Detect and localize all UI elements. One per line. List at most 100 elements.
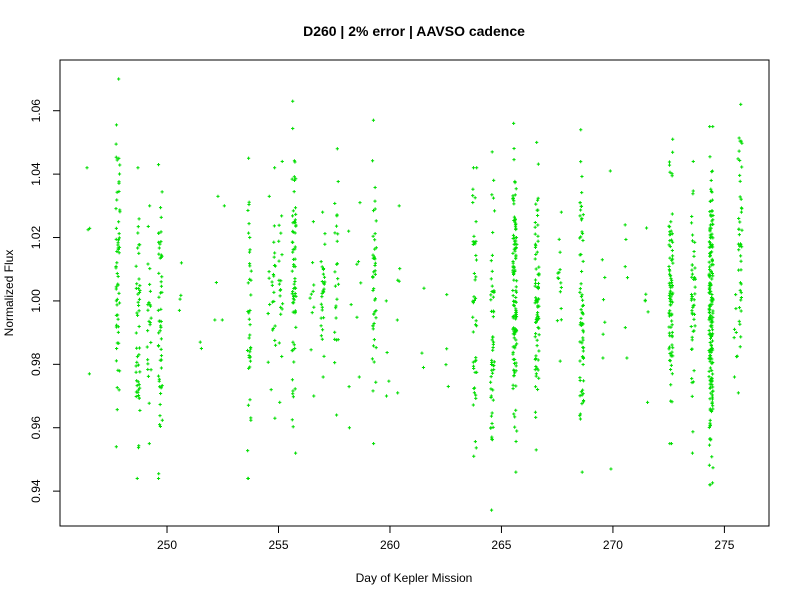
data-point xyxy=(511,288,515,293)
data-point xyxy=(114,313,119,317)
data-point xyxy=(115,385,119,390)
data-point xyxy=(158,206,163,210)
data-point xyxy=(513,181,517,185)
data-point xyxy=(535,366,539,370)
data-point xyxy=(710,219,714,223)
data-point xyxy=(515,279,519,283)
data-point xyxy=(474,396,478,400)
data-point xyxy=(739,298,743,302)
data-point xyxy=(279,279,283,283)
data-point xyxy=(710,257,714,261)
data-point xyxy=(136,166,140,170)
data-point xyxy=(492,290,496,295)
data-point xyxy=(475,166,479,170)
data-point xyxy=(533,335,537,339)
data-point xyxy=(248,350,252,354)
data-point xyxy=(117,301,122,305)
data-point xyxy=(708,347,712,351)
data-point xyxy=(278,288,283,292)
data-point xyxy=(490,193,494,197)
data-point xyxy=(156,344,161,348)
data-point xyxy=(668,291,672,295)
data-point xyxy=(559,285,563,290)
data-point xyxy=(690,233,695,237)
data-point xyxy=(711,389,715,393)
data-point xyxy=(690,312,695,316)
data-point xyxy=(117,189,121,194)
data-point xyxy=(511,332,515,336)
data-point xyxy=(321,267,326,272)
data-point xyxy=(117,220,121,224)
data-point xyxy=(511,259,515,264)
data-point xyxy=(294,212,298,216)
data-point xyxy=(291,230,295,234)
data-point xyxy=(117,245,122,250)
data-point xyxy=(159,337,163,341)
data-point xyxy=(738,179,742,183)
data-point xyxy=(557,237,561,241)
data-point xyxy=(398,267,402,271)
data-point xyxy=(708,265,712,269)
data-point xyxy=(489,259,493,263)
data-point xyxy=(711,466,715,470)
data-point xyxy=(514,384,518,388)
data-point xyxy=(490,269,494,273)
data-point xyxy=(556,271,560,275)
data-point xyxy=(156,374,161,378)
data-point xyxy=(473,242,477,246)
data-point xyxy=(292,175,296,179)
data-point xyxy=(114,237,118,241)
data-point xyxy=(323,280,327,284)
data-point xyxy=(473,196,477,200)
data-point xyxy=(116,368,120,372)
data-point xyxy=(335,297,339,301)
data-point xyxy=(670,312,674,316)
data-point xyxy=(279,231,283,235)
data-point xyxy=(581,336,585,340)
data-point xyxy=(291,348,295,352)
x-tick-label: 255 xyxy=(268,538,288,552)
data-point xyxy=(347,426,352,430)
data-point xyxy=(734,292,738,297)
data-point xyxy=(710,481,715,485)
data-point xyxy=(624,237,628,242)
data-point xyxy=(711,213,715,218)
data-point xyxy=(536,305,540,309)
data-point xyxy=(739,295,744,300)
data-point xyxy=(579,295,584,299)
data-point xyxy=(514,315,518,319)
data-point xyxy=(669,363,673,367)
data-point xyxy=(514,408,518,412)
data-point xyxy=(291,297,296,301)
data-point xyxy=(514,470,518,474)
data-point xyxy=(117,369,122,373)
data-point xyxy=(668,170,672,174)
data-point xyxy=(710,277,714,281)
data-point xyxy=(114,155,118,159)
data-point xyxy=(580,174,584,179)
data-point xyxy=(158,402,162,407)
data-point xyxy=(514,289,518,293)
data-point xyxy=(138,288,142,293)
data-point xyxy=(512,218,516,223)
data-point xyxy=(708,254,712,258)
data-point xyxy=(709,376,714,380)
data-point xyxy=(156,476,161,481)
data-point xyxy=(335,213,339,217)
data-point xyxy=(739,139,743,143)
data-point xyxy=(373,247,377,251)
data-point xyxy=(491,398,495,402)
data-point xyxy=(114,325,119,329)
data-point xyxy=(709,178,713,183)
data-point xyxy=(692,317,696,321)
data-point xyxy=(322,275,327,279)
data-point xyxy=(707,328,711,333)
data-point xyxy=(370,357,375,361)
data-point xyxy=(580,402,584,406)
data-point xyxy=(373,269,377,273)
data-point xyxy=(692,369,696,373)
x-axis-label: Day of Kepler Mission xyxy=(356,571,473,585)
data-point xyxy=(580,310,584,314)
data-point xyxy=(280,307,284,311)
data-point xyxy=(737,216,741,221)
